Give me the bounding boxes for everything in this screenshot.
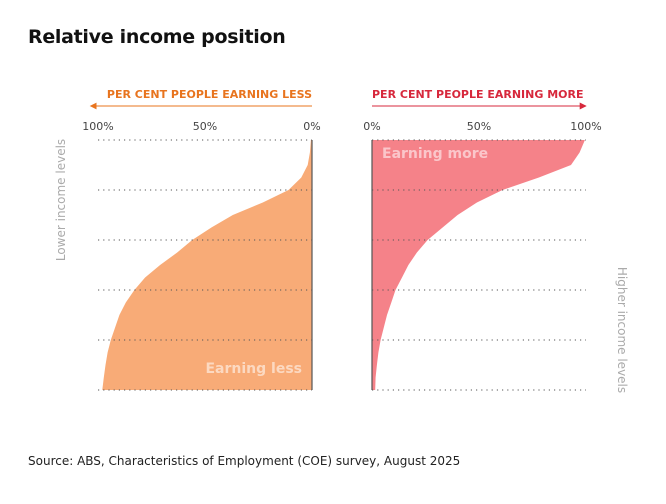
right-panel-header: PER CENT PEOPLE EARNING MORE — [372, 88, 584, 101]
earning-less-area — [102, 140, 312, 390]
left-tick-100: 100% — [82, 120, 113, 133]
areas-group — [102, 140, 585, 390]
right-tick-0: 0% — [363, 120, 380, 133]
earning-more-area — [372, 140, 585, 390]
higher-income-label: Higher income levels — [615, 267, 629, 393]
left-tick-0: 0% — [303, 120, 320, 133]
right-tick-100: 100% — [570, 120, 601, 133]
left-panel-header: PER CENT PEOPLE EARNING LESS — [107, 88, 312, 101]
earning-less-label: Earning less — [205, 361, 302, 377]
chart-title: Relative income position — [28, 26, 286, 48]
source-note: Source: ABS, Characteristics of Employme… — [28, 454, 461, 468]
left-tick-50: 50% — [193, 120, 217, 133]
right-tick-50: 50% — [467, 120, 491, 133]
lower-income-label: Lower income levels — [54, 139, 68, 261]
earning-more-label: Earning more — [382, 146, 488, 162]
